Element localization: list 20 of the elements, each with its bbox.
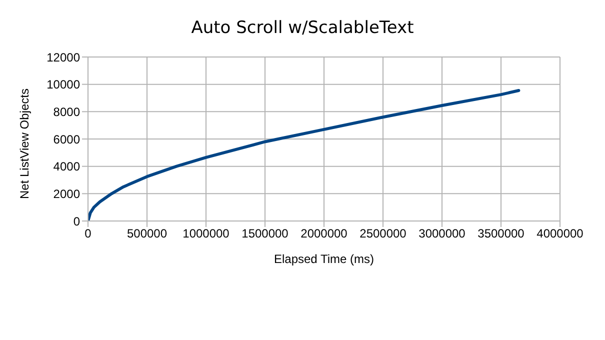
x-tick-label: 2000000 (300, 226, 348, 241)
y-tick-label: 2000 (53, 186, 80, 201)
y-axis-title: Net ListView Objects (17, 88, 32, 199)
x-tick-label: 3500000 (478, 226, 525, 241)
y-tick-label: 12000 (46, 50, 80, 64)
line-series (88, 88, 520, 221)
y-tick-label: 0 (73, 214, 80, 228)
x-tick-label: 3000000 (418, 226, 466, 241)
y-tick-label: 10000 (46, 78, 80, 92)
y-tick-label: 4000 (53, 160, 80, 174)
x-tick-label: 2500000 (360, 226, 407, 241)
y-tick-label: 8000 (53, 104, 80, 119)
x-tick-label: 4000000 (536, 226, 584, 241)
x-axis-title: Elapsed Time (ms) (274, 252, 374, 266)
x-tick-label: 1000000 (182, 226, 230, 241)
x-tick-label: 1500000 (242, 226, 289, 241)
x-tick-label: 0 (84, 226, 92, 241)
y-tick-label: 6000 (53, 132, 80, 146)
chart-title: Auto Scroll w/ScalableText (190, 18, 415, 38)
x-tick-label: 500000 (126, 226, 168, 241)
